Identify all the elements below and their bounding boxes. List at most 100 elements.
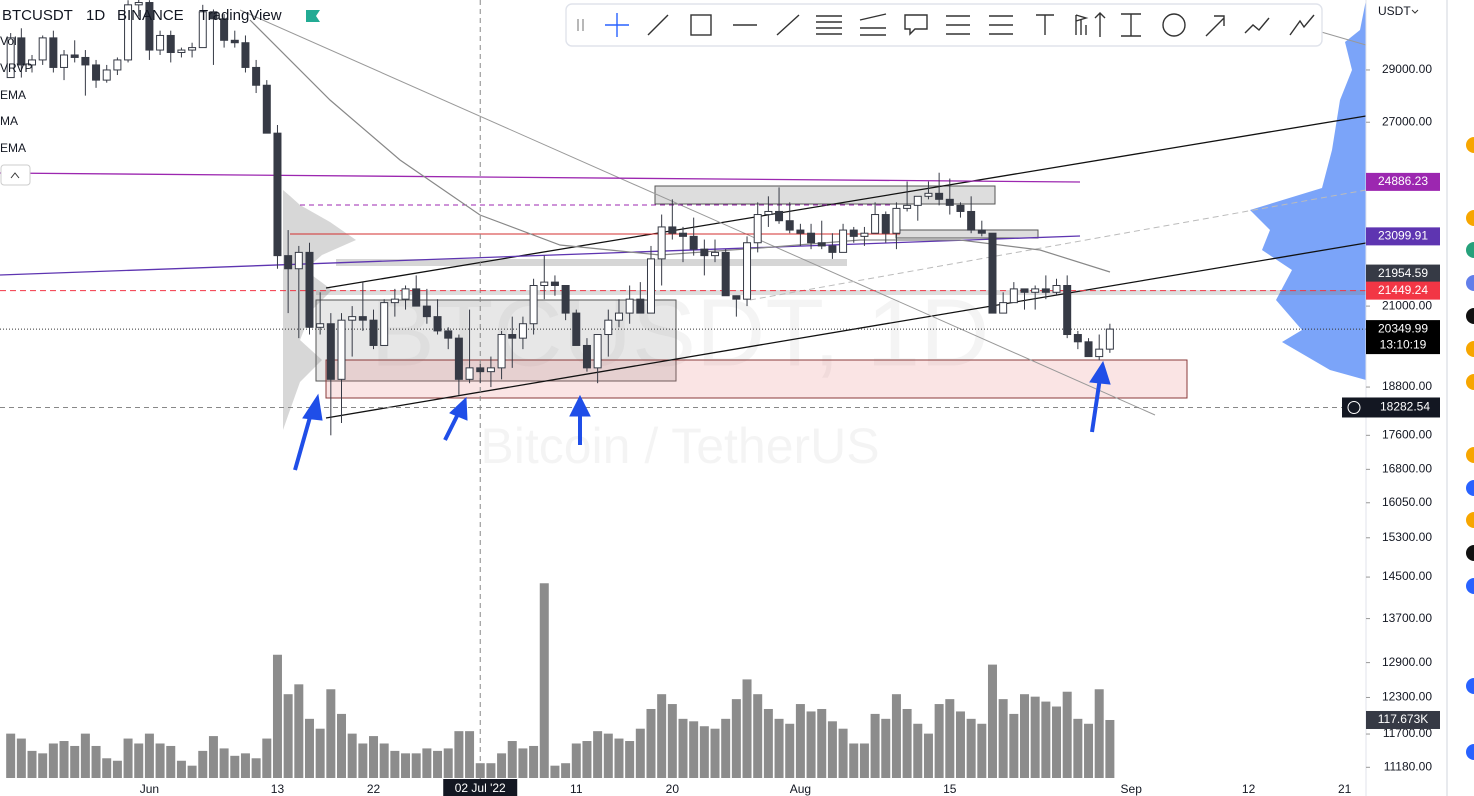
volume-bar <box>433 750 443 778</box>
volume-bar <box>251 758 261 778</box>
candle-body <box>145 2 154 51</box>
volume-bar <box>497 753 507 778</box>
tool-arrow-up[interactable] <box>1094 12 1106 37</box>
volume-bar <box>176 760 186 778</box>
candle-body <box>113 59 122 71</box>
x-tick-label: 20 <box>666 782 680 796</box>
tool-flag[interactable] <box>1075 14 1089 35</box>
icon[interactable] <box>1466 512 1474 528</box>
arrow-head <box>569 394 591 417</box>
volume-bar <box>315 728 325 778</box>
tool-measure[interactable] <box>1121 13 1141 37</box>
arrows <box>293 360 1111 471</box>
volume-bar <box>571 743 581 778</box>
volume-bar <box>539 583 549 778</box>
x-tick-label: 13 <box>271 782 285 796</box>
candle-body <box>1009 288 1018 304</box>
volume-bar <box>753 694 763 778</box>
tool-cross[interactable] <box>605 13 629 37</box>
volume-bar <box>891 694 901 778</box>
icon[interactable] <box>1466 341 1474 357</box>
icon[interactable] <box>1466 210 1474 226</box>
icon[interactable] <box>1466 744 1474 760</box>
candle-body <box>646 258 655 314</box>
flag[interactable] <box>306 10 320 22</box>
candle-body <box>401 288 410 300</box>
candle-body <box>156 34 165 51</box>
source: TradingView <box>199 7 282 24</box>
candle-body <box>657 226 666 260</box>
icon[interactable] <box>1466 678 1474 694</box>
tool-fib[interactable] <box>859 13 887 36</box>
indicator[interactable]: MA <box>0 114 18 128</box>
icon[interactable] <box>1466 308 1474 324</box>
tool-text[interactable] <box>1036 14 1054 35</box>
collapse-button[interactable] <box>0 164 31 186</box>
volume-bar <box>507 741 517 778</box>
icon[interactable] <box>1466 480 1474 496</box>
volume-bar <box>166 745 176 778</box>
tool-note[interactable] <box>904 14 928 36</box>
candle-body <box>711 251 720 257</box>
icon[interactable] <box>1466 545 1474 561</box>
dashed-line <box>749 189 1367 301</box>
candle-body <box>828 245 837 253</box>
volume-bar <box>155 743 165 778</box>
tool-channel[interactable] <box>816 15 842 35</box>
x-tick-label: 15 <box>943 782 957 796</box>
volume-bar <box>48 743 58 778</box>
drawing-toolbar <box>565 3 1323 47</box>
icon[interactable] <box>1466 447 1474 463</box>
indicator[interactable]: VRVP <box>0 61 32 75</box>
icon[interactable] <box>1466 578 1474 594</box>
volume-bar <box>838 728 848 778</box>
volume-bar <box>710 728 720 778</box>
candle-body <box>1020 288 1029 293</box>
resistance-box <box>654 185 996 205</box>
y-tick-label: 11700.00 <box>1383 726 1432 740</box>
tool-circle[interactable] <box>1162 13 1186 37</box>
tool-ray[interactable] <box>776 14 800 36</box>
icon[interactable] <box>1466 242 1474 258</box>
candle-body <box>1041 288 1050 293</box>
volume-bar <box>304 718 314 778</box>
candle-body <box>614 312 623 321</box>
candle-body <box>924 192 933 197</box>
candle-body <box>977 229 986 234</box>
price-badge-bg <box>1366 227 1440 246</box>
tool-line[interactable] <box>647 14 669 36</box>
volume-bar <box>134 743 144 778</box>
candle-body <box>999 302 1008 314</box>
y-tick-label: 16800.00 <box>1382 462 1432 476</box>
axis-labels: 29000.00 27000.00 21000.00 18800.00 17600.00… <box>140 62 1440 796</box>
tool-levels[interactable] <box>946 15 970 35</box>
volume-bar <box>486 763 496 778</box>
candle-body <box>284 255 293 270</box>
candle-body <box>369 319 378 346</box>
tool-arrow[interactable] <box>1205 15 1225 37</box>
indicator[interactable]: Vol <box>0 34 17 48</box>
candle-body <box>433 316 442 332</box>
indicator[interactable]: EMA <box>0 141 26 155</box>
candle-body <box>465 367 474 380</box>
chevron <box>1411 9 1419 14</box>
candle-body <box>124 4 133 61</box>
icon[interactable] <box>1466 275 1474 291</box>
price-badge-bg <box>1366 172 1440 191</box>
candle-body <box>198 11 207 49</box>
volume-bar <box>593 731 603 778</box>
tool-range[interactable] <box>989 15 1013 35</box>
currency[interactable]: USDT <box>1378 4 1411 18</box>
icon[interactable] <box>1466 374 1474 390</box>
indicator[interactable]: EMA <box>0 88 26 102</box>
tool-brush[interactable] <box>1289 14 1315 36</box>
x-tick-label: Aug <box>790 782 811 796</box>
price-badge-bg <box>1366 281 1440 300</box>
candle-body <box>796 229 805 234</box>
icon[interactable] <box>1466 137 1474 153</box>
tool-rect[interactable] <box>690 14 712 36</box>
exchange: BINANCE <box>117 7 184 24</box>
y-tick-label: 12300.00 <box>1382 690 1432 704</box>
arrow-head <box>302 393 323 421</box>
tool-path[interactable] <box>1244 17 1270 34</box>
